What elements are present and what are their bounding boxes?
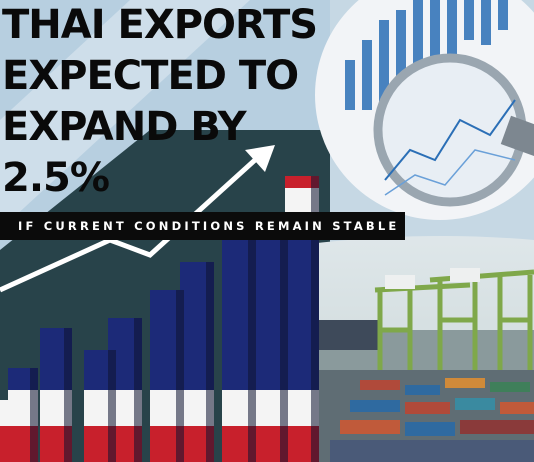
headline-line: EXPAND BY: [2, 104, 248, 150]
port-photo: [300, 236, 534, 462]
trend-arrowhead: [245, 145, 275, 172]
subtitle-banner: [0, 212, 405, 240]
headline-line: EXPECTED TO: [2, 53, 298, 99]
flag-bars: [0, 176, 319, 462]
background-stripe: [0, 0, 250, 230]
headline: THAI EXPORTS EXPECTED TO EXPAND BY 2.5%: [2, 2, 318, 201]
subtitle: IF CURRENT CONDITIONS REMAIN STABLE: [18, 219, 399, 233]
chart-photo: [315, 0, 534, 220]
trend-arrow: [0, 158, 257, 293]
headline-line: 2.5%: [2, 155, 109, 201]
headline-line: THAI EXPORTS: [2, 2, 317, 48]
